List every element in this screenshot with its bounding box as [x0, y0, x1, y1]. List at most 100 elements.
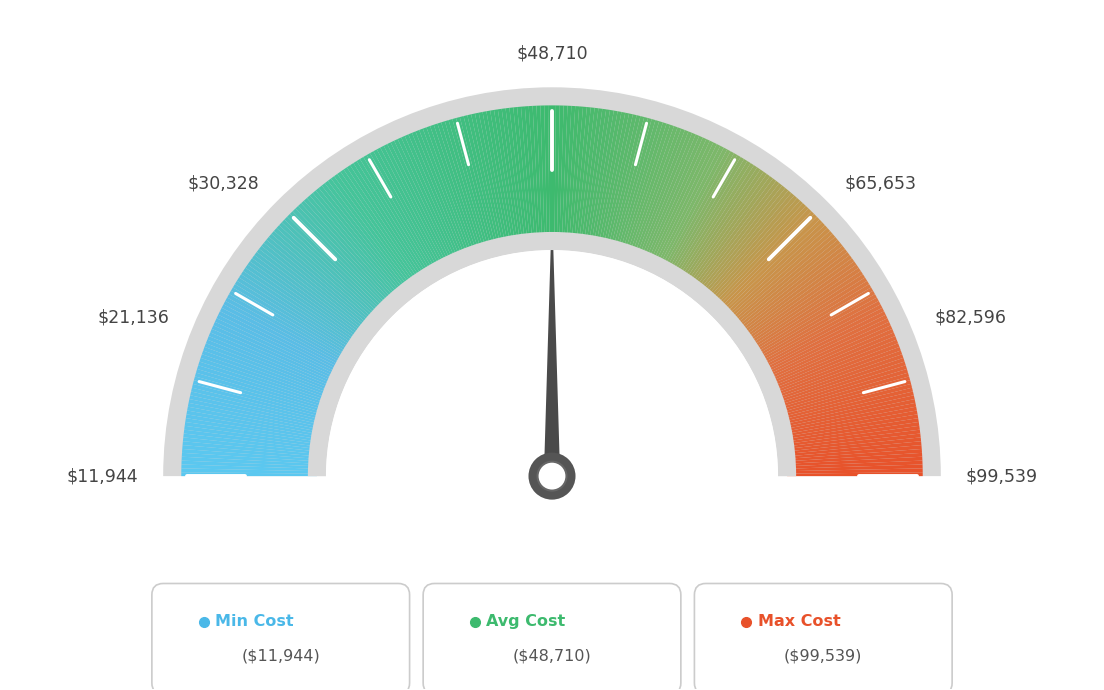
Wedge shape [703, 193, 794, 298]
FancyBboxPatch shape [694, 584, 952, 690]
Wedge shape [736, 246, 845, 332]
Wedge shape [245, 264, 359, 344]
Wedge shape [548, 106, 552, 241]
Wedge shape [182, 449, 318, 462]
Wedge shape [319, 186, 406, 293]
Wedge shape [259, 246, 368, 332]
Wedge shape [705, 195, 797, 299]
Text: Avg Cost: Avg Cost [487, 614, 565, 629]
Wedge shape [506, 108, 526, 243]
Wedge shape [733, 240, 840, 328]
Wedge shape [574, 107, 591, 242]
Wedge shape [464, 115, 498, 248]
Wedge shape [783, 406, 917, 435]
Wedge shape [786, 437, 921, 454]
Wedge shape [509, 108, 528, 243]
Wedge shape [388, 142, 449, 266]
Wedge shape [673, 159, 747, 276]
Wedge shape [183, 437, 318, 454]
Wedge shape [321, 183, 407, 292]
Wedge shape [227, 294, 347, 363]
Wedge shape [190, 395, 322, 427]
Wedge shape [776, 365, 906, 408]
Wedge shape [431, 125, 477, 254]
Wedge shape [282, 219, 382, 315]
Wedge shape [423, 127, 473, 256]
Wedge shape [684, 170, 764, 283]
Wedge shape [713, 206, 808, 306]
Wedge shape [213, 322, 338, 380]
Wedge shape [195, 373, 327, 413]
Wedge shape [576, 108, 595, 243]
Wedge shape [163, 88, 941, 476]
Wedge shape [250, 258, 362, 340]
Wedge shape [243, 268, 358, 346]
Wedge shape [762, 308, 884, 372]
Wedge shape [204, 343, 332, 394]
Wedge shape [784, 418, 919, 442]
Wedge shape [669, 155, 741, 274]
Wedge shape [235, 281, 352, 355]
Wedge shape [625, 124, 670, 253]
Wedge shape [753, 284, 871, 357]
Wedge shape [613, 118, 651, 250]
Wedge shape [783, 403, 916, 432]
Wedge shape [233, 284, 351, 357]
Wedge shape [617, 120, 659, 251]
Wedge shape [181, 457, 317, 466]
Wedge shape [734, 243, 842, 330]
Wedge shape [181, 461, 317, 469]
Wedge shape [606, 115, 640, 248]
Wedge shape [247, 262, 360, 342]
Wedge shape [562, 106, 572, 241]
Wedge shape [357, 159, 431, 276]
Wedge shape [714, 208, 811, 308]
Wedge shape [644, 135, 699, 260]
Wedge shape [517, 107, 532, 242]
Wedge shape [716, 211, 814, 310]
Wedge shape [566, 106, 580, 242]
Wedge shape [501, 108, 522, 243]
Wedge shape [776, 362, 905, 406]
Wedge shape [200, 358, 329, 404]
Wedge shape [298, 204, 393, 305]
Wedge shape [751, 277, 867, 352]
Wedge shape [711, 204, 806, 305]
Wedge shape [556, 106, 564, 241]
Wedge shape [331, 176, 414, 287]
Wedge shape [752, 281, 869, 355]
Wedge shape [479, 112, 508, 246]
Text: ($11,944): ($11,944) [242, 649, 320, 664]
Wedge shape [766, 322, 891, 380]
Wedge shape [254, 252, 364, 336]
Wedge shape [729, 231, 832, 322]
Wedge shape [192, 384, 325, 420]
Wedge shape [787, 461, 923, 469]
Wedge shape [185, 414, 320, 440]
Wedge shape [782, 395, 914, 427]
Wedge shape [304, 198, 396, 302]
Wedge shape [620, 121, 662, 252]
Wedge shape [184, 422, 319, 444]
Wedge shape [778, 377, 910, 415]
Wedge shape [747, 271, 863, 348]
Wedge shape [482, 111, 510, 245]
Wedge shape [629, 126, 678, 255]
Wedge shape [197, 369, 327, 411]
Wedge shape [611, 117, 648, 249]
Wedge shape [594, 111, 622, 245]
Wedge shape [408, 133, 464, 259]
Wedge shape [692, 179, 776, 289]
Wedge shape [521, 106, 534, 242]
Wedge shape [592, 110, 617, 245]
Wedge shape [709, 201, 803, 303]
FancyBboxPatch shape [423, 584, 681, 690]
Wedge shape [223, 301, 344, 367]
Wedge shape [655, 142, 716, 266]
Text: $11,944: $11,944 [66, 467, 138, 485]
Wedge shape [784, 414, 919, 440]
Wedge shape [191, 388, 323, 422]
Wedge shape [285, 217, 384, 313]
Circle shape [529, 453, 575, 500]
Wedge shape [777, 369, 907, 411]
